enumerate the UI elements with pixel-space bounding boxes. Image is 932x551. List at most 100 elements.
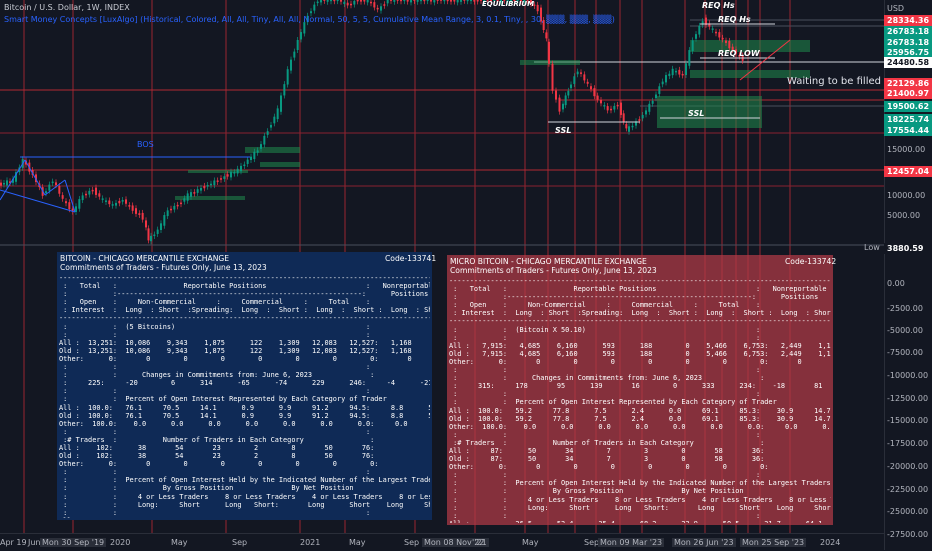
cot-left-subtitle: Commitments of Traders - Futures Only, J… (60, 263, 267, 272)
price-badge: 17554.44 (884, 125, 932, 136)
candle-body (156, 229, 159, 234)
indicator-title[interactable]: Smart Money Concepts [LuxAlgo] (Historic… (4, 15, 615, 24)
price-tick-label: 5000.00 (887, 211, 921, 220)
level-lines (0, 19, 884, 246)
price-tick-label: 0.00 (887, 279, 905, 288)
candle-body (48, 184, 51, 191)
candle-body (545, 32, 548, 39)
candle-body (466, 0, 469, 2)
candle-body (695, 34, 697, 39)
candle-body (433, 0, 436, 3)
candle-body (493, 0, 496, 2)
candle-body (350, 3, 352, 6)
candle-body (45, 191, 47, 194)
candle-body (310, 11, 312, 14)
candle-body (490, 0, 492, 2)
candle-body (108, 200, 111, 205)
candle-body (500, 0, 502, 3)
time-tick-label: Mon 25 Sep '23 (740, 538, 807, 547)
candle-body (293, 51, 296, 58)
candle-body (250, 156, 252, 160)
green-zone (690, 70, 810, 78)
candle-body (58, 186, 61, 194)
price-badge: 3880.59 (884, 243, 932, 254)
price-badge: 19500.62 (884, 101, 932, 112)
time-tick-label: Sep (232, 538, 248, 547)
price-badge: 25956.75 (884, 47, 932, 58)
candle-body (51, 181, 54, 184)
candle-body (476, 0, 479, 2)
green-zone (657, 96, 762, 128)
price-tick-label: -17500.00 (887, 439, 929, 448)
candle-body (256, 150, 259, 153)
time-tick-label: 2021 (300, 538, 321, 547)
candle-body (206, 185, 209, 187)
price-tick-label: 10000.00 (887, 191, 926, 200)
candle-body (95, 187, 97, 195)
price-tick-label: -22500.00 (887, 485, 929, 494)
candle-body (443, 0, 446, 2)
candle-body (266, 131, 269, 135)
price-tick-label: -2500.00 (887, 304, 923, 313)
candle-body (705, 17, 707, 25)
candle-body (373, 2, 376, 8)
projection-line (739, 39, 791, 81)
time-tick-label: 2020 (110, 538, 131, 547)
candle-body (170, 208, 172, 211)
candle-body (668, 73, 671, 77)
candle-body (176, 204, 179, 207)
candle-body (180, 202, 182, 205)
candle-body (503, 0, 506, 1)
time-tick-label: May (522, 538, 539, 547)
cot-panel-bitcoin[interactable]: BITCOIN - CHICAGO MERCANTILE EXCHANGE Co… (57, 252, 436, 520)
candle-body (526, 0, 529, 1)
price-tick-label: -5000.00 (887, 326, 923, 335)
req-low-label: REQ LOW (718, 49, 760, 58)
candle-body (548, 41, 550, 64)
candle-body (542, 20, 545, 30)
price-tick-label: -27500.00 (887, 530, 929, 539)
candle-body (718, 32, 721, 38)
candle-body (516, 0, 519, 2)
candle-body (12, 178, 14, 183)
candle-body (290, 59, 292, 71)
bos-label: BOS (137, 140, 154, 149)
waiting-to-be-filled-note[interactable]: Waiting to be filled (787, 76, 881, 87)
candle-body (210, 183, 212, 186)
candle-body (6, 180, 8, 186)
candle-body (15, 172, 17, 182)
candle-body (0, 182, 2, 186)
candle-body (68, 202, 71, 210)
structure-lines (0, 23, 791, 213)
price-tick-label: -25000.00 (887, 507, 929, 516)
candle-body (610, 108, 612, 111)
candle-body (243, 164, 246, 167)
candle-body (622, 113, 625, 122)
candle-body (558, 97, 561, 112)
chart-title: Bitcoin / U.S. Dollar, 1W, INDEX (4, 3, 130, 12)
candle-body (665, 75, 667, 83)
green-zone (690, 40, 810, 52)
structure-line (44, 179, 66, 196)
cot-panel-micro-bitcoin[interactable]: MICRO BITCOIN - CHICAGO MERCANTILE EXCHA… (447, 255, 836, 525)
candle-body (651, 100, 654, 104)
candle-body (698, 25, 701, 35)
candle-body (81, 195, 84, 201)
candle-body (236, 168, 239, 174)
candle-body (115, 202, 117, 206)
candle-body (376, 7, 379, 10)
candle-body (230, 171, 232, 178)
price-badge: 26783.18 (884, 26, 932, 37)
candle-body (160, 223, 162, 230)
time-tick-label: May (171, 538, 188, 547)
candle-body (340, 0, 342, 2)
candle-body (671, 68, 674, 76)
candle-body (186, 193, 189, 201)
time-tick-label: Sep (584, 538, 600, 547)
candle-body (520, 0, 522, 2)
structure-line (24, 159, 46, 196)
candle-body (735, 49, 737, 54)
candle-body (147, 228, 150, 241)
candle-body (625, 124, 628, 129)
cot-right-table: ----------------------------------------… (449, 277, 831, 523)
